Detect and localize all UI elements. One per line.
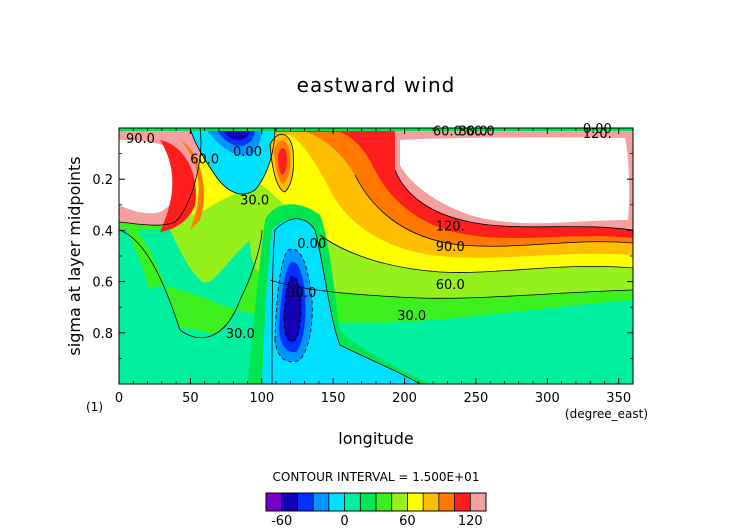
y-tick-label: 0.4 [92, 224, 113, 239]
colorbar-swatch [297, 493, 314, 511]
contour-label: 120. [583, 127, 612, 142]
band-orange-left [180, 140, 204, 230]
colorbar-swatch [470, 493, 487, 511]
y-tick-label: 0.8 [92, 327, 113, 342]
contour-interval-text: CONTOUR INTERVAL = 1.500E+01 [273, 470, 480, 484]
contour-label: 90.0 [436, 240, 465, 255]
plot-area: 60.030.060.0 0.00120.90.060.00.0030.0120.… [118, 122, 634, 385]
x-axis: 0 50 100 150 200 250 300 350 [115, 128, 631, 406]
westerly-jet-right [400, 137, 630, 224]
colorbar-swatch [313, 493, 330, 511]
contour-120 [394, 169, 633, 231]
colorbar-label: 0 [340, 514, 348, 529]
contour-labels: 60.030.060.0 0.00120.90.060.00.0030.0120.… [126, 122, 612, 342]
band-red-left [160, 140, 196, 232]
negative-contours [274, 248, 313, 363]
narrow-jet-105 [278, 148, 287, 175]
contour-label: 30.0 [240, 194, 269, 209]
contour-label: 90.0 [126, 132, 155, 147]
colorbar-swatch [407, 493, 424, 511]
surface-band [119, 325, 248, 384]
x-tick-label: 100 [249, 391, 274, 406]
contour-label: 60.0 [433, 125, 462, 140]
colorbar-swatch [391, 493, 408, 511]
colorbar-swatch [266, 493, 283, 511]
colorbar-label: 120 [458, 514, 483, 529]
y-tick-label: 0.6 [92, 276, 113, 291]
contour-label: 60.0 [190, 153, 219, 168]
chart-title: eastward wind [297, 73, 456, 97]
x-tick-label: 350 [606, 391, 631, 406]
x-tick-label: 150 [321, 391, 346, 406]
contour-label: 30.0 [287, 286, 316, 301]
band-neg45 [284, 276, 301, 342]
contour-label: 0.00 [583, 122, 612, 137]
contour-label: 60.0 [436, 278, 465, 293]
contour-60 [319, 234, 633, 273]
x-tick-label: 200 [392, 391, 417, 406]
colorbar-label: 60 [399, 514, 416, 529]
contour-label: 60.0 [466, 125, 495, 140]
contour-lines [119, 128, 633, 384]
contour-label: 120. [436, 219, 465, 234]
contour-0-column [271, 218, 421, 384]
y-axis-label: sigma at layer midpoints [65, 156, 84, 355]
surface-band-right [421, 310, 633, 384]
contour-30 [269, 279, 633, 299]
contour-neg45 [283, 275, 302, 343]
contour-90 [354, 174, 633, 247]
contour-label: 0.00 [233, 145, 262, 160]
x-tick-label: 50 [182, 391, 199, 406]
y-axis: 0.2 0.4 0.6 0.8 [92, 153, 633, 359]
x-tick-label: 250 [464, 391, 489, 406]
contour-90-left [119, 128, 202, 226]
colorbar-label: -60 [271, 514, 292, 529]
colorbar-swatch [344, 493, 361, 511]
x-tick-label: 300 [535, 391, 560, 406]
contour-label: 30.0 [397, 309, 426, 324]
colorbar-swatch [328, 493, 345, 511]
colorbar-frame [265, 492, 487, 512]
colorbar-swatch [438, 493, 455, 511]
x-tick-label: 0 [115, 391, 123, 406]
colorbar-swatch [454, 493, 471, 511]
colorbar-swatch [376, 493, 393, 511]
x-axis-label: longitude [338, 429, 413, 448]
colorbar: -60 0 60 120 [265, 492, 487, 529]
contour-label: 30.0 [226, 327, 255, 342]
page-label: (1) [86, 400, 103, 414]
colorbar-swatch [281, 493, 298, 511]
y-tick-label: 0.2 [92, 173, 113, 188]
contour-jet [269, 133, 294, 193]
x-units-label: (degree_east) [565, 407, 648, 421]
colorbar-swatch [360, 493, 377, 511]
contour-label: 0.00 [297, 237, 326, 252]
contour-30-left [119, 229, 263, 339]
contour-fill [119, 128, 633, 384]
contour-0-upper [189, 128, 276, 195]
colorbar-swatch [423, 493, 440, 511]
